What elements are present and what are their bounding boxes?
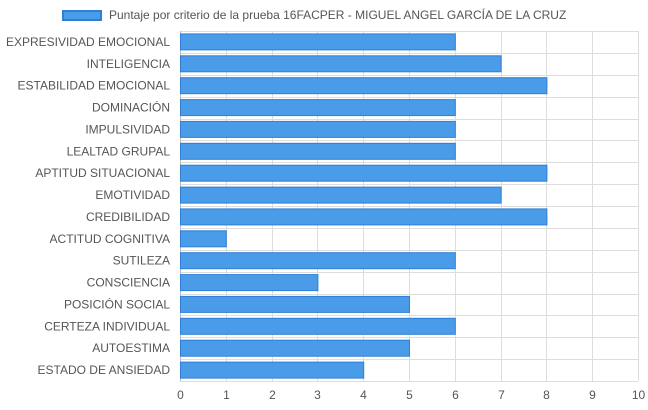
- category-label: CONSCIENCIA: [87, 276, 170, 290]
- category-label: ESTADO DE ANSIEDAD: [38, 363, 171, 377]
- bar[interactable]: [180, 317, 456, 335]
- bar[interactable]: [180, 208, 548, 226]
- category-label: EMOTIVIDAD: [95, 188, 170, 202]
- bar[interactable]: [180, 142, 456, 160]
- x-tick-label: 7: [498, 388, 505, 402]
- x-tick-label: 1: [223, 388, 230, 402]
- bar[interactable]: [180, 186, 502, 204]
- x-tick-label: 10: [632, 388, 646, 402]
- category-labels: EXPRESIVIDAD EMOCIONAL INTELIGENCIA ESTABI…: [6, 35, 170, 377]
- x-tick-label: 0: [177, 388, 184, 402]
- x-tick-label: 6: [452, 388, 459, 402]
- bars-group: [180, 33, 548, 379]
- bar[interactable]: [180, 252, 456, 270]
- chart-legend[interactable]: Puntaje por criterio de la prueba 16FACP…: [62, 6, 566, 24]
- bar[interactable]: [180, 274, 319, 292]
- bar[interactable]: [180, 164, 548, 182]
- bar[interactable]: [180, 361, 365, 379]
- x-tick-label: 9: [589, 388, 596, 402]
- bar[interactable]: [180, 120, 456, 138]
- category-label: LEALTAD GRUPAL: [67, 144, 171, 158]
- x-tick-label: 5: [406, 388, 413, 402]
- category-label: CERTEZA INDIVIDUAL: [44, 319, 170, 333]
- x-tick-label: 8: [543, 388, 550, 402]
- category-label: ACTITUD COGNITIVA: [50, 232, 170, 246]
- category-label: CREDIBILIDAD: [86, 210, 170, 224]
- x-tick-label: 2: [269, 388, 276, 402]
- category-label: ESTABILIDAD EMOCIONAL: [18, 79, 171, 93]
- bar[interactable]: [180, 339, 410, 357]
- bar[interactable]: [180, 33, 456, 51]
- x-tick-label: 4: [360, 388, 367, 402]
- x-tick-label: 3: [314, 388, 321, 402]
- bar[interactable]: [180, 55, 502, 73]
- category-label: INTELIGENCIA: [87, 57, 170, 71]
- bar[interactable]: [180, 77, 548, 95]
- bar[interactable]: [180, 295, 410, 313]
- tick-labels: 0 1 2 3 4 5 6 7 8 9 10: [177, 388, 645, 402]
- category-label: APTITUD SITUACIONAL: [35, 166, 170, 180]
- category-label: AUTOESTIMA: [92, 341, 170, 355]
- category-label: POSICIÓN SOCIAL: [64, 296, 170, 311]
- category-label: DOMINACIÓN: [92, 100, 170, 115]
- bar[interactable]: [180, 99, 456, 117]
- bar[interactable]: [180, 230, 227, 248]
- category-label: SUTILEZA: [113, 254, 170, 268]
- category-label: EXPRESIVIDAD EMOCIONAL: [6, 35, 170, 49]
- category-label: IMPULSIVIDAD: [85, 122, 170, 136]
- legend-swatch: [62, 9, 102, 21]
- legend-label: Puntaje por criterio de la prueba 16FACP…: [109, 8, 567, 22]
